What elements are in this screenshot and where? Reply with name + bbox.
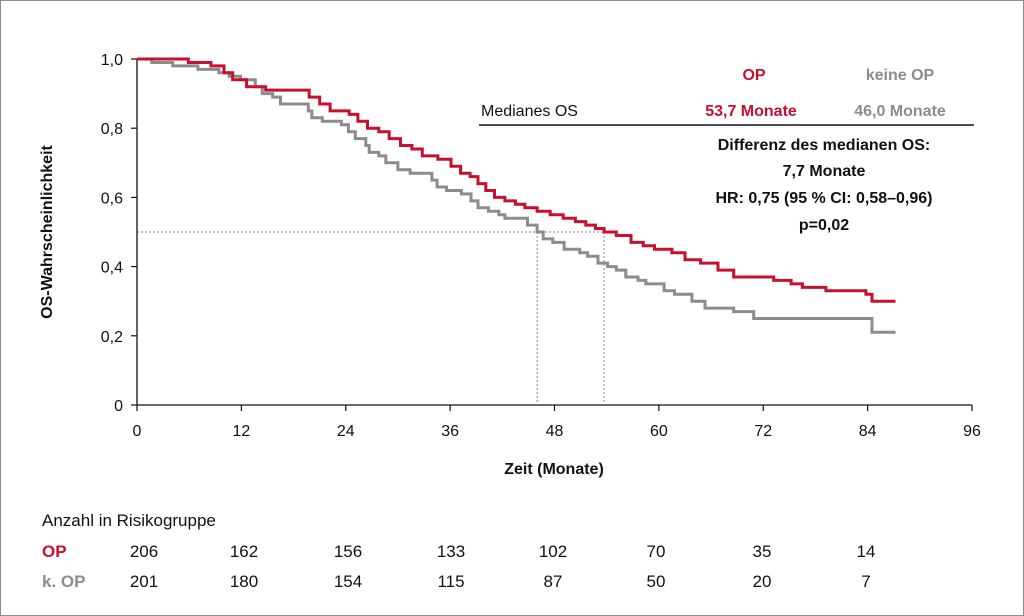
legend-op-median: 53,7 Monate bbox=[705, 103, 797, 120]
x-tick-label: 84 bbox=[859, 423, 877, 440]
legend-op-header: OP bbox=[742, 67, 765, 84]
x-tick-label: 96 bbox=[963, 423, 981, 440]
y-tick-label: 0,6 bbox=[101, 190, 123, 207]
x-tick-label: 12 bbox=[232, 423, 250, 440]
risk-cell: 133 bbox=[437, 542, 465, 561]
legend-no-op-header: keine OP bbox=[866, 67, 935, 84]
risk-cell: 154 bbox=[334, 572, 362, 591]
x-tick-label: 60 bbox=[650, 423, 668, 440]
risk-row-label: OP bbox=[42, 542, 67, 561]
series-line-op bbox=[137, 57, 896, 303]
median-guides bbox=[137, 231, 605, 405]
legend-median-label: Medianes OS bbox=[481, 103, 578, 120]
risk-table-title: Anzahl in Risikogruppe bbox=[42, 511, 216, 530]
risk-row-label: k. OP bbox=[42, 572, 85, 591]
risk-cell: 14 bbox=[857, 542, 876, 561]
x-tick-label: 0 bbox=[133, 423, 142, 440]
stats-line-3: HR: 0,75 (95 % CI: 0,58–0,96) bbox=[716, 190, 933, 207]
stats-line-2: 7,7 Monate bbox=[783, 163, 866, 180]
series-line-keine-op bbox=[137, 57, 896, 334]
risk-cell: 70 bbox=[647, 542, 666, 561]
stats-line-1: Differenz des medianen OS: bbox=[718, 137, 931, 154]
risk-cell: 7 bbox=[861, 572, 870, 591]
y-tick-label: 0,2 bbox=[101, 329, 123, 346]
x-tick-label: 72 bbox=[754, 423, 772, 440]
risk-cell: 206 bbox=[130, 542, 158, 561]
risk-cell: 156 bbox=[334, 542, 362, 561]
legend-no-op-median: 46,0 Monate bbox=[854, 103, 946, 120]
risk-cell: 20 bbox=[753, 572, 772, 591]
y-tick-label: 0,4 bbox=[101, 260, 123, 277]
y-tick-label: 0,8 bbox=[101, 121, 123, 138]
risk-cell: 102 bbox=[539, 542, 567, 561]
x-tick-label: 36 bbox=[441, 423, 459, 440]
stats-line-4: p=0,02 bbox=[799, 217, 849, 234]
risk-cell: 115 bbox=[437, 572, 464, 591]
axes: 0 12 24 36 48 60 72 84 96 0 0,2 0,4 0,6 0,8 1,0 bbox=[101, 52, 981, 440]
risk-cell: 87 bbox=[544, 572, 563, 591]
risk-table: OP 206 162 156 133 102 70 35 14 k. OP 201 180 154 115… bbox=[42, 542, 875, 591]
risk-cell: 50 bbox=[647, 572, 666, 591]
x-tick-label: 48 bbox=[546, 423, 564, 440]
risk-cell: 180 bbox=[230, 572, 258, 591]
x-axis-title: Zeit (Monate) bbox=[504, 461, 604, 478]
risk-cell: 162 bbox=[230, 542, 258, 561]
risk-cell: 35 bbox=[753, 542, 772, 561]
y-axis-title: OS-Wahrscheinlichkeit bbox=[39, 144, 56, 318]
risk-cell: 201 bbox=[130, 572, 158, 591]
y-tick-label: 0 bbox=[114, 398, 123, 415]
y-tick-label: 1,0 bbox=[101, 52, 123, 69]
survival-curves bbox=[137, 57, 896, 334]
x-tick-label: 24 bbox=[337, 423, 355, 440]
